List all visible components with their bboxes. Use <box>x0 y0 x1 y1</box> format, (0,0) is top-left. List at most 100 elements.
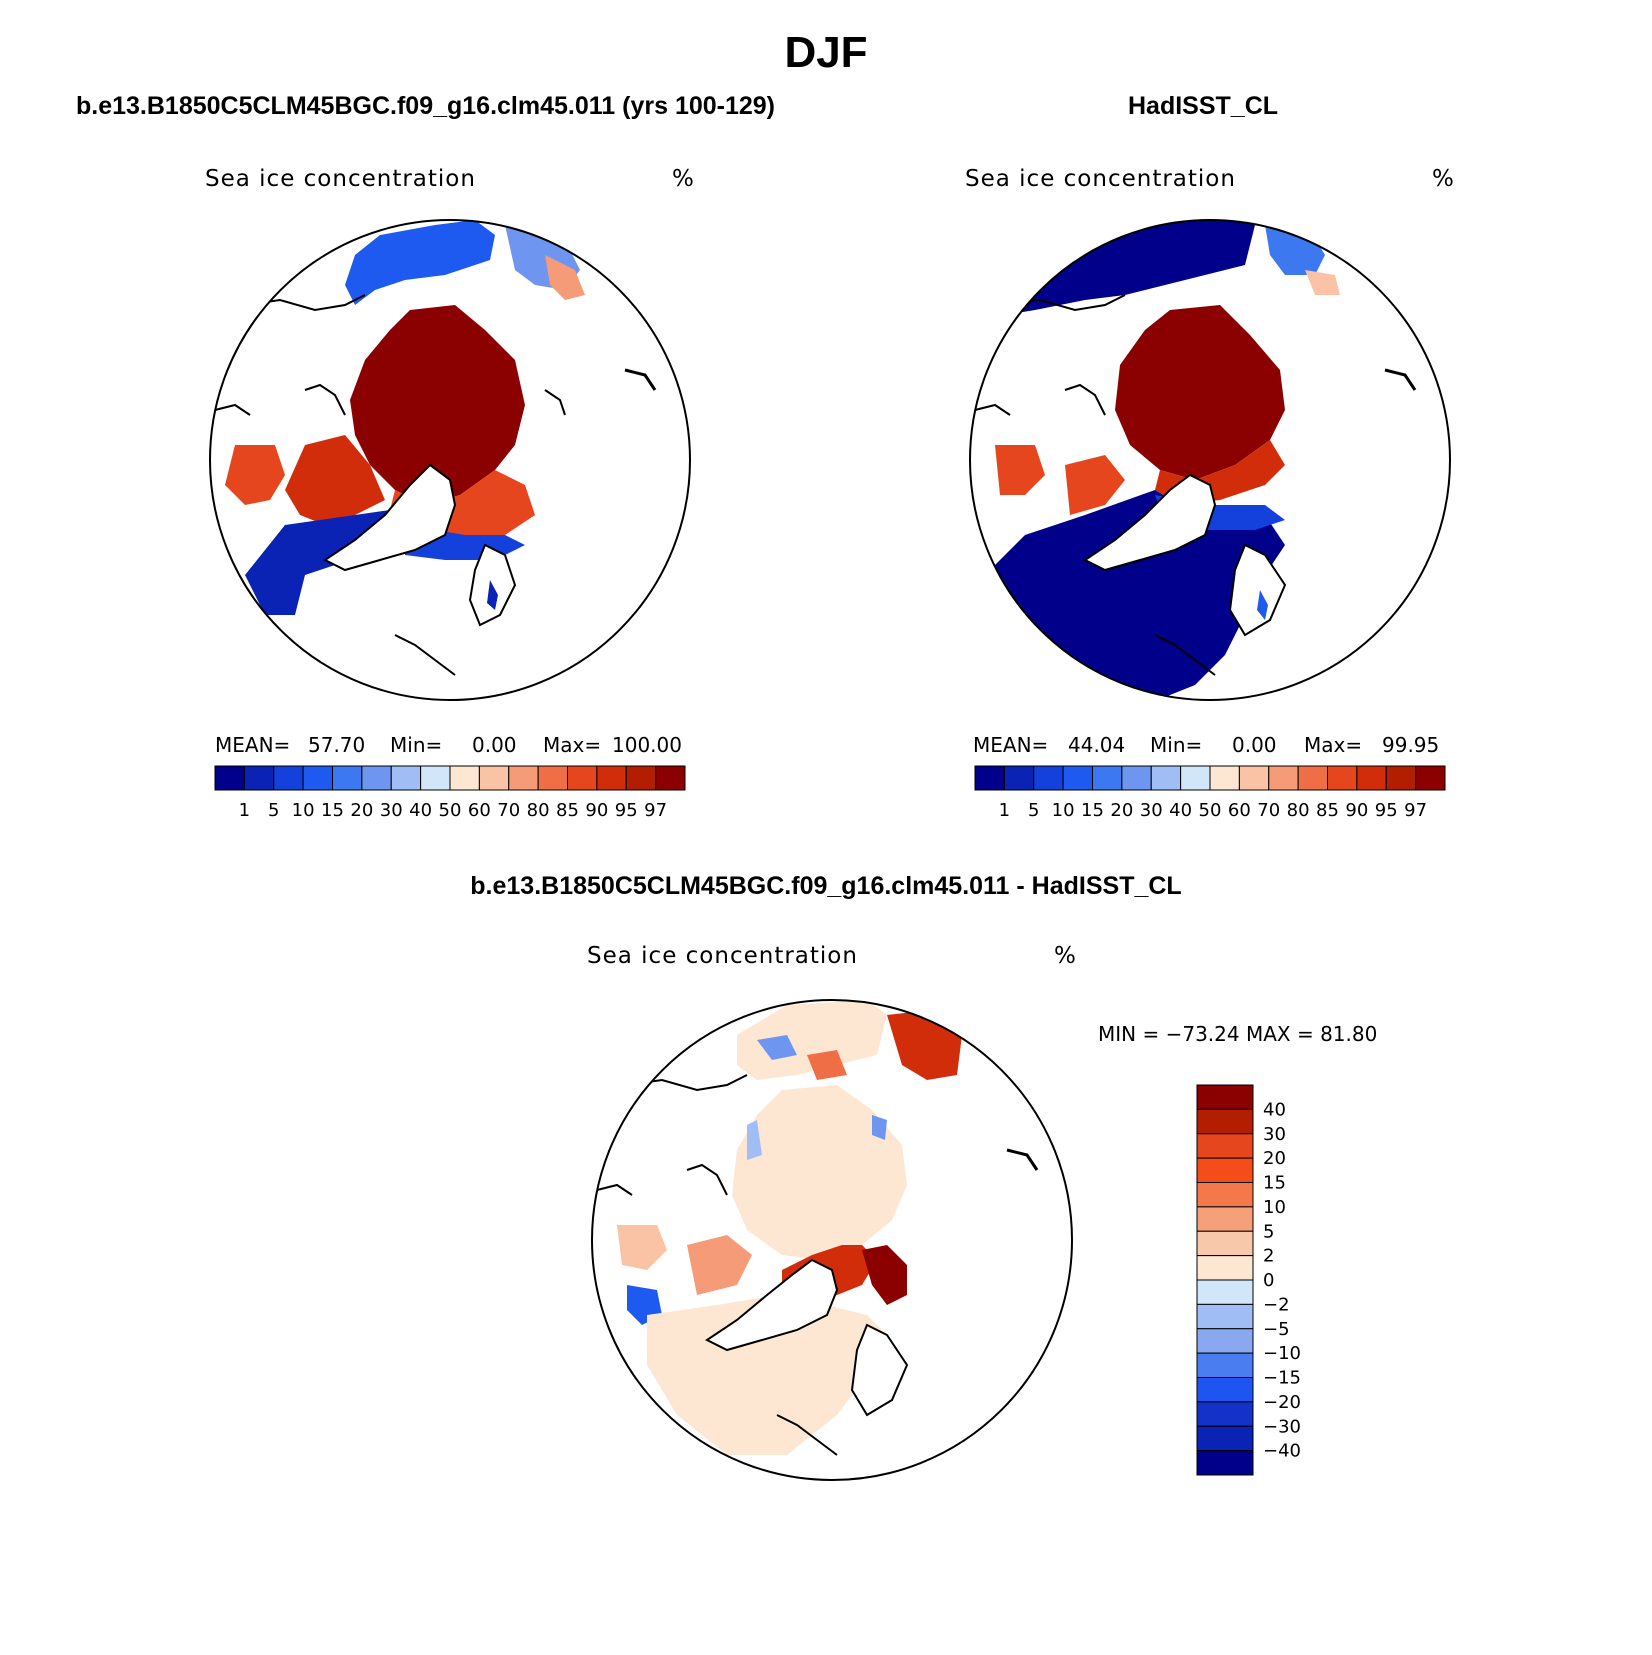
diff-variable-label: Sea ice concentration <box>587 943 858 969</box>
colorbar-tick-label: 30 <box>1140 800 1163 821</box>
colorbar-swatch <box>1196 1401 1254 1427</box>
colorbar-tick-label: 10 <box>1263 1197 1286 1218</box>
colorbar-swatch <box>1033 765 1064 791</box>
colorbar-swatch <box>655 765 686 791</box>
colorbar-swatch <box>361 765 392 791</box>
colorbar-swatch <box>567 765 598 791</box>
colorbar-tick-label: 40 <box>1263 1099 1286 1120</box>
colorbar-tick-label: 90 <box>1345 800 1368 821</box>
model-min-value: 0.00 <box>472 733 517 757</box>
colorbar-swatch <box>1356 765 1387 791</box>
colorbar-tick-label: −15 <box>1263 1368 1301 1389</box>
colorbar-tick-label: 70 <box>497 800 520 821</box>
colorbar-tick-label: −10 <box>1263 1343 1301 1364</box>
colorbar-tick-label: 20 <box>350 800 373 821</box>
colorbar-tick-label: 2 <box>1263 1246 1274 1267</box>
colorbar-swatch <box>1196 1279 1254 1305</box>
model-case-title: b.e13.B1850C5CLM45BGC.f09_g16.clm45.011 … <box>76 92 776 120</box>
colorbar-tick-label: 30 <box>380 800 403 821</box>
colorbar-swatch <box>1196 1133 1254 1159</box>
colorbar-tick-label: 90 <box>585 800 608 821</box>
colorbar-swatch <box>1196 1157 1254 1183</box>
colorbar-swatch <box>302 765 333 791</box>
colorbar-swatch <box>1121 765 1152 791</box>
colorbar-swatch <box>478 765 510 791</box>
colorbar-tick-label: 1 <box>999 800 1010 821</box>
colorbar-swatch <box>449 765 480 791</box>
colorbar-swatch <box>1327 765 1358 791</box>
diff-polar-map <box>591 999 1073 1481</box>
colorbar-tick-label: 95 <box>1375 800 1398 821</box>
model-mean-label: MEAN= <box>215 733 291 757</box>
colorbar-swatch <box>1238 765 1270 791</box>
colorbar-tick-label: 20 <box>1263 1148 1286 1169</box>
model-max-label: Max= <box>543 733 602 757</box>
colorbar-tick-label: 80 <box>527 800 550 821</box>
colorbar-tick-label: 97 <box>1404 800 1427 821</box>
diff-minmax: MIN = −73.24 MAX = 81.80 <box>1098 1022 1378 1046</box>
colorbar-swatch <box>1196 1303 1254 1330</box>
colorbar-tick-label: −30 <box>1263 1416 1301 1437</box>
colorbar-tick-label: 60 <box>1228 800 1251 821</box>
colorbar-tick-label: 60 <box>468 800 491 821</box>
model-max-value: 100.00 <box>612 733 682 757</box>
colorbar-tick-label: −40 <box>1263 1441 1301 1462</box>
obs-variable-label: Sea ice concentration <box>965 166 1236 192</box>
colorbar-swatch <box>1415 765 1446 791</box>
diff-units-label: % <box>1054 943 1077 969</box>
model-mean-value: 57.70 <box>308 733 366 757</box>
colorbar-swatch <box>1196 1255 1254 1281</box>
colorbar-swatch <box>420 765 451 791</box>
obs-case-title: HadISST_CL <box>1128 92 1279 120</box>
colorbar-swatch <box>214 765 245 791</box>
figure-title: DJF <box>784 28 868 77</box>
colorbar-swatch <box>1297 765 1328 791</box>
colorbar-tick-label: 85 <box>556 800 579 821</box>
colorbar-tick-label: 30 <box>1263 1124 1286 1145</box>
colorbar-tick-label: −20 <box>1263 1392 1301 1413</box>
colorbar-swatch <box>1209 765 1240 791</box>
colorbar-swatch <box>625 765 657 791</box>
colorbar-tick-label: 10 <box>1052 800 1075 821</box>
obs-polar-map <box>969 219 1451 701</box>
colorbar-tick-label: 50 <box>439 800 462 821</box>
obs-min-value: 0.00 <box>1232 733 1277 757</box>
colorbar-swatch <box>1196 1377 1254 1403</box>
colorbar-tick-label: 1 <box>239 800 250 821</box>
obs-mean-label: MEAN= <box>973 733 1049 757</box>
colorbar-swatch <box>1196 1206 1254 1232</box>
model-variable-label: Sea ice concentration <box>205 166 476 192</box>
colorbar-tick-label: 5 <box>1028 800 1039 821</box>
colorbar-swatch <box>1062 765 1093 791</box>
obs-units-label: % <box>1432 166 1455 192</box>
model-colorbar: 1 5 10 15 20 30 40 50 60 70 80 85 90 95 97 <box>214 765 686 821</box>
colorbar-tick-label: 15 <box>1263 1173 1286 1194</box>
colorbar-tick-label: 10 <box>292 800 315 821</box>
colorbar-tick-label: 95 <box>615 800 638 821</box>
colorbar-swatch <box>596 765 627 791</box>
obs-max-value: 99.95 <box>1382 733 1440 757</box>
colorbar-tick-label: 50 <box>1199 800 1222 821</box>
obs-max-label: Max= <box>1304 733 1363 757</box>
colorbar-swatch <box>1196 1084 1254 1110</box>
obs-min-label: Min= <box>1150 733 1203 757</box>
colorbar-tick-label: 15 <box>321 800 344 821</box>
colorbar-tick-label: −5 <box>1263 1319 1290 1340</box>
colorbar-swatch <box>1196 1182 1254 1208</box>
colorbar-swatch <box>1180 765 1211 791</box>
colorbar-swatch <box>508 765 539 791</box>
colorbar-tick-label: 97 <box>644 800 667 821</box>
colorbar-swatch <box>537 765 568 791</box>
colorbar-swatch <box>273 765 304 791</box>
colorbar-swatch <box>1003 765 1035 791</box>
obs-mean-value: 44.04 <box>1068 733 1126 757</box>
colorbar-tick-label: 80 <box>1287 800 1310 821</box>
model-min-label: Min= <box>390 733 443 757</box>
colorbar-swatch <box>1196 1328 1254 1354</box>
colorbar-swatch <box>1196 1425 1254 1452</box>
colorbar-tick-label: −2 <box>1263 1294 1290 1315</box>
colorbar-tick-label: 40 <box>1169 800 1192 821</box>
colorbar-swatch <box>1196 1108 1254 1135</box>
diff-case-title: b.e13.B1850C5CLM45BGC.f09_g16.clm45.011 … <box>470 872 1182 900</box>
